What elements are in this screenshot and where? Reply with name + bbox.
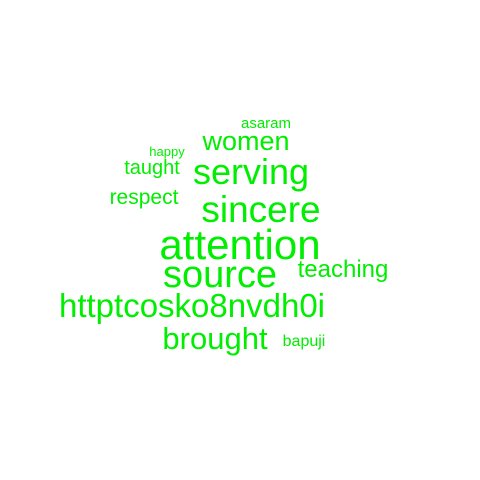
word-respect: respect xyxy=(109,186,179,209)
word-link: httptcosko8nvdh0i xyxy=(58,287,326,324)
word-serving: serving xyxy=(192,151,310,192)
word-asaram: asaram xyxy=(240,115,292,132)
word-teaching: teaching xyxy=(297,256,389,283)
word-source: source xyxy=(162,254,278,296)
word-bapuji: bapuji xyxy=(282,333,326,350)
word-attention: attention xyxy=(159,221,321,268)
word-sincere: sincere xyxy=(201,189,321,230)
word-women: women xyxy=(202,126,290,156)
word-happy: happy xyxy=(149,144,185,159)
word-taught: taught xyxy=(124,157,180,179)
word-brought: brought xyxy=(162,321,268,356)
